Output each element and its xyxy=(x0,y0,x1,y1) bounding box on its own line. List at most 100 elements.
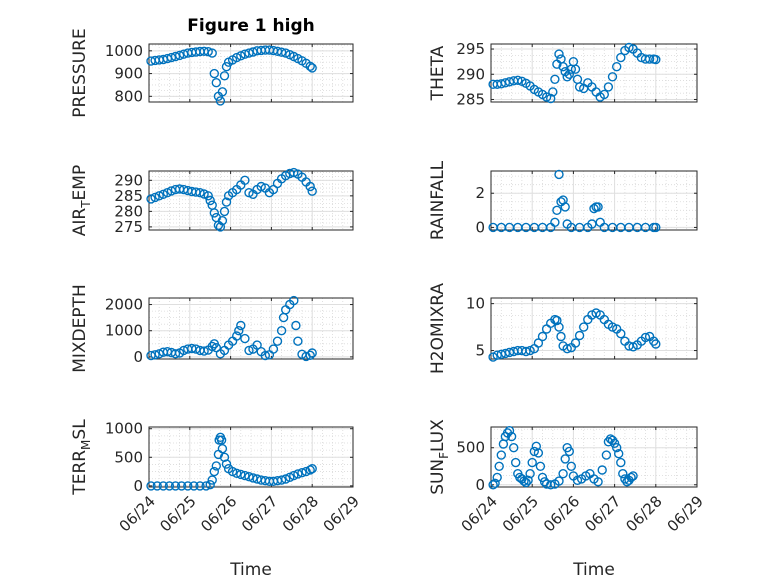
y-tick-label: 800 xyxy=(114,87,143,105)
data-point xyxy=(219,206,230,217)
y-tick-label: 0 xyxy=(475,476,485,494)
data-point xyxy=(506,431,517,442)
data-point xyxy=(305,181,315,192)
data-point xyxy=(548,87,558,97)
data-point xyxy=(537,472,548,483)
subplot-theta: 285 290 295 THETA xyxy=(428,40,698,108)
data-point xyxy=(219,452,230,462)
y-axis-label: PRESSURE xyxy=(70,28,90,117)
data-point xyxy=(276,47,287,57)
data-point xyxy=(644,54,655,64)
data-point xyxy=(211,77,222,88)
data-point xyxy=(521,477,531,488)
data-point xyxy=(207,48,217,58)
data-point xyxy=(500,78,511,88)
data-point xyxy=(511,457,521,468)
data-point xyxy=(307,186,317,196)
axes-box xyxy=(490,170,698,231)
x-tick-label: 06/28 xyxy=(279,492,322,535)
subplot-mixdepth: 0 1000 2000 MIXDEPTH xyxy=(70,284,354,373)
axes-box xyxy=(148,170,354,231)
data-point xyxy=(531,441,541,451)
data-point xyxy=(552,205,562,216)
data-point xyxy=(589,203,599,214)
data-point xyxy=(618,469,628,479)
data-point xyxy=(554,169,564,180)
data-point xyxy=(554,476,564,486)
data-point xyxy=(609,438,620,448)
data-point xyxy=(607,72,618,82)
data-point xyxy=(146,194,156,204)
data-point xyxy=(211,461,222,471)
data-point xyxy=(281,474,291,484)
data-point xyxy=(203,191,213,201)
data-point xyxy=(231,331,242,341)
data-point xyxy=(307,464,317,474)
data-point xyxy=(183,481,193,491)
y-tick-label: 285 xyxy=(114,187,143,205)
data-point xyxy=(552,315,562,326)
data-point xyxy=(199,346,209,356)
x-tick-label: 06/25 xyxy=(156,492,199,535)
data-point xyxy=(289,295,299,306)
data-point xyxy=(562,344,572,354)
data-point xyxy=(504,426,515,436)
y-tick-label: 500 xyxy=(114,448,143,466)
data-point xyxy=(244,345,254,356)
y-tick-label: 290 xyxy=(456,65,485,83)
x-tick-label: 06/27 xyxy=(581,492,624,535)
axes-box xyxy=(490,43,698,103)
data-point xyxy=(146,481,156,491)
data-point xyxy=(164,481,175,491)
y-tick-label: 290 xyxy=(114,171,143,189)
data-point xyxy=(593,202,603,212)
data-point xyxy=(227,466,238,477)
data-point xyxy=(166,52,177,63)
y-tick-label: 10 xyxy=(466,295,485,313)
data-point xyxy=(579,322,589,332)
axes-box xyxy=(148,297,354,360)
data-point xyxy=(276,326,287,336)
data-point xyxy=(268,344,279,354)
data-point xyxy=(209,208,220,218)
data-point xyxy=(523,475,533,485)
data-point xyxy=(215,222,226,232)
x-tick-label: 06/24 xyxy=(458,492,501,535)
data-point xyxy=(207,341,217,352)
x-tick-label: 06/27 xyxy=(238,492,281,535)
data-point xyxy=(203,47,213,57)
data-point xyxy=(560,454,570,464)
data-point xyxy=(260,350,270,361)
data-point xyxy=(558,61,568,72)
x-tick-label: 06/24 xyxy=(116,492,159,535)
subplot-pressure: 800 900 1000 PRESSURE xyxy=(70,28,354,118)
subplot-rainfall: 0 2 RAINFALL xyxy=(428,160,698,240)
data-series xyxy=(488,426,638,490)
data-point xyxy=(541,92,552,102)
data-point xyxy=(556,331,566,342)
data-point xyxy=(234,326,244,336)
data-point xyxy=(574,330,585,341)
data-point xyxy=(152,481,162,491)
data-series xyxy=(146,295,317,362)
axes-box xyxy=(148,43,354,103)
data-point xyxy=(240,333,250,344)
x-tick-label: 06/29 xyxy=(664,492,707,535)
x-tick-label: 06/25 xyxy=(499,492,542,535)
data-point xyxy=(305,61,315,72)
y-tick-label: 0 xyxy=(133,477,143,495)
data-point xyxy=(293,469,303,479)
data-point xyxy=(205,195,215,206)
data-point xyxy=(529,446,539,457)
y-tick-label: 2 xyxy=(475,184,485,202)
y-axis-label: H2OMIXRA xyxy=(428,283,448,374)
data-point xyxy=(566,461,576,471)
data-point xyxy=(248,473,258,483)
data-point xyxy=(297,468,307,478)
y-tick-label: 280 xyxy=(114,202,143,220)
data-point xyxy=(189,481,199,491)
data-point xyxy=(305,465,315,475)
data-point xyxy=(521,346,531,357)
